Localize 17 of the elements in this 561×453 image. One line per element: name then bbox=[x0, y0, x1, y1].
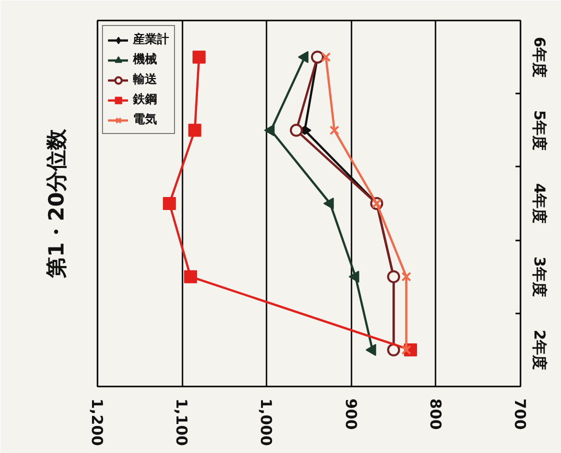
y-tick-label: 5年度 bbox=[530, 110, 548, 151]
x-tick-label: 700 bbox=[511, 398, 529, 430]
y-tick-label: 6年度 bbox=[530, 36, 548, 78]
text: 第1・20分位数 bbox=[44, 128, 68, 279]
x-tick-label: 1,000 bbox=[257, 398, 276, 446]
x-tick-label: 1,200 bbox=[88, 398, 106, 446]
x-tick-label: 900 bbox=[342, 398, 360, 430]
y-tick-label: 2年度 bbox=[530, 330, 548, 370]
legend-label: 機械 bbox=[133, 51, 157, 68]
legend-label: 電気 bbox=[133, 111, 157, 128]
x-tick-label: 800 bbox=[426, 398, 444, 430]
legend-label: 産業計 bbox=[133, 31, 169, 48]
legend-label: 鉄鋼 bbox=[133, 91, 157, 108]
y-tick-label: 4年度 bbox=[530, 183, 548, 224]
legend-label: 輸送 bbox=[133, 71, 157, 88]
y-tick-label: 3年度 bbox=[530, 256, 548, 297]
x-tick-label: 1,100 bbox=[172, 398, 191, 446]
